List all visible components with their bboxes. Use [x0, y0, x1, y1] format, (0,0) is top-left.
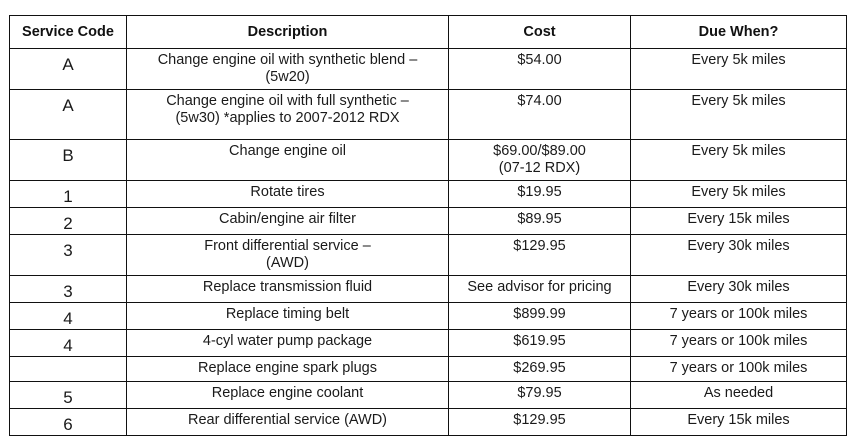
description-line: Replace timing belt: [225, 306, 350, 322]
description-cell: Cabin/engine air filter: [126, 207, 449, 235]
due-when-cell: As needed: [630, 381, 847, 409]
description-cell: Replace transmission fluid: [126, 275, 449, 303]
description-cell: Replace engine coolant: [126, 381, 449, 409]
description-line: Replace engine coolant: [211, 385, 364, 401]
table-row: A Change engine oil with full synthetic –…: [9, 89, 847, 140]
description-line: Change engine oil: [229, 143, 346, 159]
due-when-cell: Every 5k miles: [630, 180, 847, 208]
service-code-cell: A: [9, 89, 127, 140]
description-line: Replace transmission fluid: [202, 279, 373, 295]
description-cell: Rear differential service (AWD): [126, 408, 449, 436]
table-row: 4 4-cyl water pump package $619.95 7 years …: [9, 329, 847, 357]
service-code-cell: 1: [9, 180, 127, 208]
cost-cell: $19.95: [448, 180, 631, 208]
table-row: A Change engine oil with synthetic blend …: [9, 48, 847, 90]
cost-cell: See advisor for pricing: [448, 275, 631, 303]
table-row: 1 Rotate tires $19.95 Every 5k miles: [9, 180, 847, 208]
description-line: Change engine oil with full synthetic –: [166, 93, 409, 109]
service-code-cell: [9, 356, 127, 382]
due-when-cell: 7 years or 100k miles: [630, 302, 847, 330]
cost-line: $89.95: [517, 211, 562, 227]
cost-cell: $129.95: [448, 234, 631, 276]
due-when-cell: Every 15k miles: [630, 207, 847, 235]
cost-cell: $74.00: [448, 89, 631, 140]
cost-cell: $89.95: [448, 207, 631, 235]
cost-line: $54.00: [517, 52, 562, 68]
cost-line: $619.95: [513, 333, 566, 349]
service-code-cell: 2: [9, 207, 127, 235]
service-schedule-table: Service Code Description Cost Due When? …: [9, 15, 847, 436]
cost-line: $19.95: [517, 184, 562, 200]
cost-cell: $79.95: [448, 381, 631, 409]
cost-line: $129.95: [513, 238, 566, 254]
cost-line: $74.00: [517, 93, 562, 109]
service-code-cell: 3: [9, 275, 127, 303]
description-line: (5w30) *applies to 2007-2012 RDX: [175, 110, 400, 126]
table-row: 3 Front differential service – (AWD) $129.9…: [9, 234, 847, 276]
due-when-cell: Every 5k miles: [630, 48, 847, 90]
table-row: B Change engine oil $69.00/$89.00 (07-12 RD…: [9, 139, 847, 181]
service-code-cell: B: [9, 139, 127, 181]
cost-line: $79.95: [517, 385, 562, 401]
description-line: Front differential service –: [204, 238, 371, 254]
due-when-cell: 7 years or 100k miles: [630, 329, 847, 357]
table-row: Replace engine spark plugs $269.95 7 years…: [9, 356, 847, 382]
service-code-cell: 3: [9, 234, 127, 276]
table-body: A Change engine oil with synthetic blend …: [9, 48, 847, 436]
header-description: Description: [126, 15, 449, 49]
cost-line: See advisor for pricing: [467, 279, 612, 295]
service-code-cell: 4: [9, 329, 127, 357]
description-line: Cabin/engine air filter: [218, 211, 357, 227]
cost-cell: $69.00/$89.00 (07-12 RDX): [448, 139, 631, 181]
service-code-cell: 5: [9, 381, 127, 409]
cost-line: $69.00/$89.00: [493, 143, 586, 159]
cost-line: $129.95: [513, 412, 566, 428]
table-row: 6 Rear differential service (AWD) $129.95 E…: [9, 408, 847, 436]
due-when-cell: 7 years or 100k miles: [630, 356, 847, 382]
due-when-cell: Every 5k miles: [630, 139, 847, 181]
cost-cell: $54.00: [448, 48, 631, 90]
description-cell: Front differential service – (AWD): [126, 234, 449, 276]
description-cell: Change engine oil: [126, 139, 449, 181]
cost-line: $269.95: [513, 360, 566, 376]
description-cell: Change engine oil with synthetic blend –…: [126, 48, 449, 90]
due-when-cell: Every 5k miles: [630, 89, 847, 140]
description-cell: Replace engine spark plugs: [126, 356, 449, 382]
description-line: 4-cyl water pump package: [202, 333, 373, 349]
header-cost: Cost: [448, 15, 631, 49]
description-cell: Change engine oil with full synthetic –(…: [126, 89, 449, 140]
description-line: Rear differential service (AWD): [187, 412, 388, 428]
description-cell: Replace timing belt: [126, 302, 449, 330]
description-cell: 4-cyl water pump package: [126, 329, 449, 357]
description-line: Replace engine spark plugs: [198, 360, 377, 376]
description-line: (5w20): [265, 69, 310, 85]
description-line: (AWD): [266, 255, 309, 271]
due-when-cell: Every 30k miles: [630, 234, 847, 276]
description-line: Rotate tires: [250, 184, 325, 200]
table-row: 4 Replace timing belt $899.99 7 years or 10…: [9, 302, 847, 330]
cost-cell: $619.95: [448, 329, 631, 357]
table-row: 2 Cabin/engine air filter $89.95 Every 15k …: [9, 207, 847, 235]
description-cell: Rotate tires: [126, 180, 449, 208]
cost-line: $899.99: [513, 306, 566, 322]
service-code-cell: A: [9, 48, 127, 90]
table-row: 3 Replace transmission fluid See advisor f…: [9, 275, 847, 303]
due-when-cell: Every 30k miles: [630, 275, 847, 303]
cost-cell: $129.95: [448, 408, 631, 436]
cost-cell: $899.99: [448, 302, 631, 330]
cost-line: (07-12 RDX): [498, 160, 581, 176]
service-code-cell: 6: [9, 408, 127, 436]
description-line: Change engine oil with synthetic blend –: [157, 52, 418, 68]
cost-cell: $269.95: [448, 356, 631, 382]
header-service-code: Service Code: [9, 15, 127, 49]
service-code-cell: 4: [9, 302, 127, 330]
due-when-cell: Every 15k miles: [630, 408, 847, 436]
table-row: 5 Replace engine coolant $79.95 As needed: [9, 381, 847, 409]
header-row: Service Code Description Cost Due When?: [9, 15, 847, 49]
header-due-when: Due When?: [630, 15, 847, 49]
